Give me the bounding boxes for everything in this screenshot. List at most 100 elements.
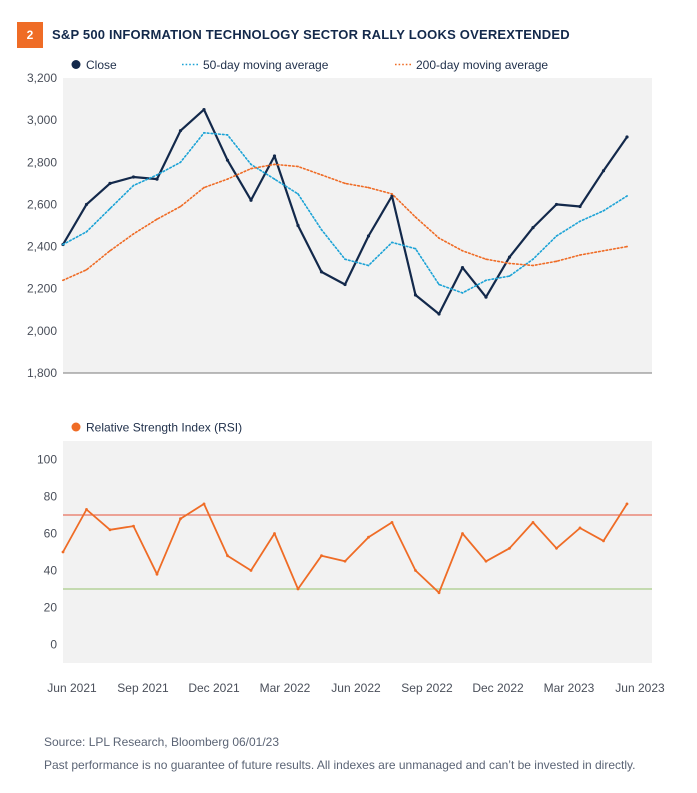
close-point xyxy=(108,181,112,185)
legend-label-ma50: 50-day moving average xyxy=(203,58,329,72)
ma200-point xyxy=(109,249,111,252)
legend-marker-rsi xyxy=(71,422,81,432)
ma50-point xyxy=(391,241,393,244)
ma50-point xyxy=(414,247,417,250)
price-ytick-label: 1,800 xyxy=(27,366,57,380)
ma200-point xyxy=(62,279,64,282)
rsi-point xyxy=(437,591,441,595)
rsi-point xyxy=(273,532,276,535)
rsi-ytick-label: 0 xyxy=(50,638,57,652)
ma200-point xyxy=(626,245,628,248)
x-axis-label: Jun 2023 xyxy=(615,681,665,695)
rsi-point xyxy=(461,532,464,535)
rsi-point xyxy=(343,559,347,563)
x-axis-label: Mar 2022 xyxy=(260,681,311,695)
x-axis-label: Jun 2021 xyxy=(47,681,97,695)
ma50-point xyxy=(132,184,135,187)
close-point xyxy=(437,312,441,316)
ma200-point xyxy=(179,205,182,208)
rsi-point xyxy=(226,554,229,558)
ma200-point xyxy=(226,178,229,181)
close-point xyxy=(601,169,606,173)
ma50-point xyxy=(508,275,511,277)
ma50-point xyxy=(273,178,276,181)
ma50-point xyxy=(602,209,605,212)
close-point xyxy=(319,270,324,274)
rsi-point xyxy=(414,569,417,572)
price-panel-background xyxy=(63,78,652,373)
ma50-point xyxy=(156,174,158,176)
source-note: Source: LPL Research, Bloomberg 06/01/23 xyxy=(44,735,280,749)
ma50-point xyxy=(532,258,534,261)
x-axis-label: Dec 2022 xyxy=(472,681,524,695)
rsi-point xyxy=(179,517,182,521)
close-point xyxy=(531,226,535,230)
x-axis-label: Mar 2023 xyxy=(544,681,595,695)
ma50-point xyxy=(367,264,370,267)
ma200-point xyxy=(508,262,511,265)
disclaimer-note: Past performance is no guarantee of futu… xyxy=(44,758,636,772)
close-point xyxy=(625,135,629,139)
ma50-point xyxy=(579,220,581,223)
close-point xyxy=(343,282,347,287)
rsi-point xyxy=(155,572,159,576)
ma200-point xyxy=(414,216,417,218)
ma200-point xyxy=(532,264,534,267)
ma200-point xyxy=(132,233,135,235)
x-axis-label: Sep 2021 xyxy=(117,681,169,695)
ma50-point xyxy=(320,228,323,231)
close-point xyxy=(554,202,559,207)
figure-number-badge: 2 xyxy=(17,22,43,48)
ma200-point xyxy=(555,260,558,263)
close-point xyxy=(507,255,512,259)
ma200-point xyxy=(320,174,323,176)
legend-marker-close xyxy=(71,60,81,69)
ma200-point xyxy=(250,167,252,170)
close-point xyxy=(460,266,465,270)
rsi-point xyxy=(367,535,370,539)
ma50-point xyxy=(461,292,464,294)
legend-label-rsi: Relative Strength Index (RSI) xyxy=(86,421,242,435)
close-point xyxy=(249,198,253,202)
close-point xyxy=(225,158,230,162)
ma50-point xyxy=(485,279,487,282)
price-ytick-label: 2,000 xyxy=(27,324,57,338)
rsi-point xyxy=(531,521,535,524)
x-axis-label: Dec 2021 xyxy=(188,681,240,695)
close-point xyxy=(390,194,394,198)
price-ytick-label: 2,200 xyxy=(27,282,57,296)
close-point xyxy=(296,223,300,228)
rsi-ytick-label: 60 xyxy=(44,527,58,541)
ma200-point xyxy=(367,186,370,189)
ma200-point xyxy=(85,268,88,271)
ma200-point xyxy=(297,165,299,168)
ma200-point xyxy=(602,249,605,252)
ma50-point xyxy=(438,283,440,286)
chart-title: S&P 500 INFORMATION TECHNOLOGY SECTOR RA… xyxy=(52,27,570,42)
ma50-point xyxy=(626,195,628,197)
rsi-point xyxy=(508,546,511,550)
rsi-point xyxy=(602,539,605,543)
close-point xyxy=(413,293,418,297)
ma50-point xyxy=(85,230,88,233)
ma50-point xyxy=(555,235,558,237)
rsi-point xyxy=(202,502,206,506)
rsi-ytick-label: 80 xyxy=(44,490,58,504)
ma200-point xyxy=(156,218,158,221)
price-ytick-label: 2,600 xyxy=(27,197,57,211)
rsi-point xyxy=(132,524,135,528)
rsi-point xyxy=(296,587,300,591)
ma200-point xyxy=(438,237,440,240)
ma50-point xyxy=(179,161,182,164)
close-point xyxy=(366,234,371,238)
ma50-point xyxy=(297,192,299,195)
price-ytick-label: 2,800 xyxy=(27,155,57,169)
rsi-point xyxy=(578,526,582,530)
rsi-ytick-label: 40 xyxy=(44,564,58,578)
price-ytick-label: 3,000 xyxy=(27,113,57,127)
legend-label-close: Close xyxy=(86,58,117,72)
ma200-point xyxy=(344,182,346,185)
ma50-point xyxy=(62,243,64,246)
close-point xyxy=(272,154,277,158)
close-point xyxy=(155,177,159,181)
